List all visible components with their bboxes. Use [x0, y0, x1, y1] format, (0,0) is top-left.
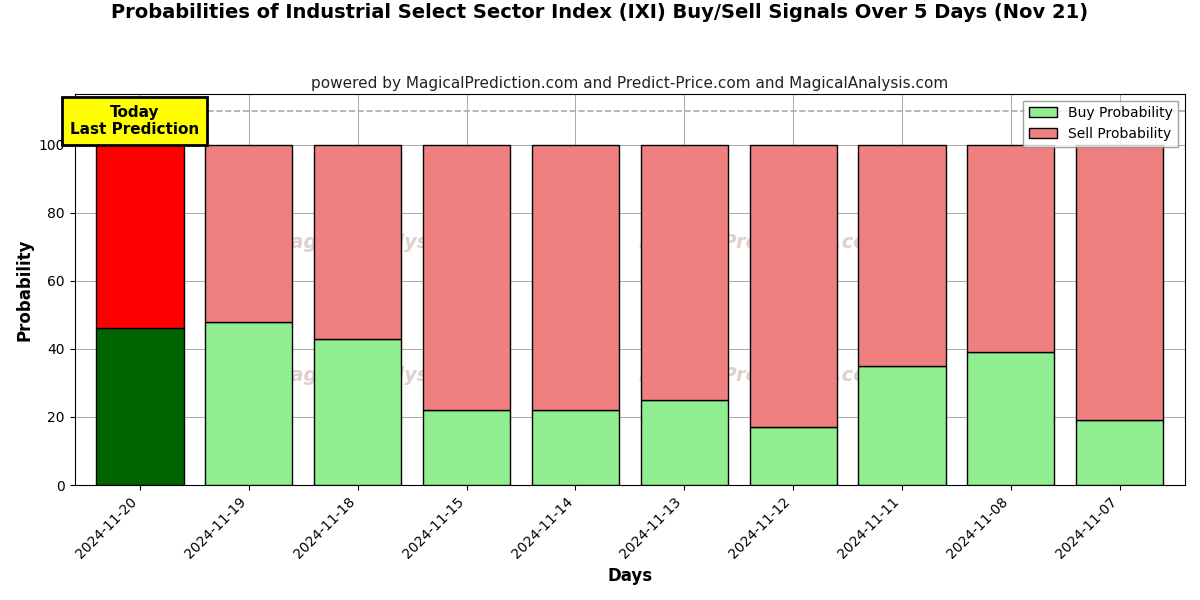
Bar — [641, 145, 727, 400]
Bar — [205, 322, 293, 485]
Text: MagicalAnalysis.com: MagicalAnalysis.com — [271, 233, 499, 252]
Bar — [858, 145, 946, 366]
Bar — [967, 145, 1055, 352]
Bar — [750, 427, 836, 485]
Bar — [532, 145, 619, 410]
Text: MagicalPrediction.com: MagicalPrediction.com — [638, 233, 888, 252]
Title: powered by MagicalPrediction.com and Predict-Price.com and MagicalAnalysis.com: powered by MagicalPrediction.com and Pre… — [311, 76, 948, 91]
Bar — [1076, 421, 1163, 485]
Legend: Buy Probability, Sell Probability: Buy Probability, Sell Probability — [1024, 101, 1178, 146]
X-axis label: Days: Days — [607, 567, 653, 585]
Bar — [750, 145, 836, 427]
Bar — [314, 145, 401, 338]
Bar — [314, 338, 401, 485]
Text: MagicalAnalysis.com: MagicalAnalysis.com — [271, 366, 499, 385]
Bar — [422, 410, 510, 485]
Bar — [641, 400, 727, 485]
Text: Today
Last Prediction: Today Last Prediction — [70, 104, 199, 137]
Y-axis label: Probability: Probability — [16, 238, 34, 341]
Bar — [967, 352, 1055, 485]
Bar — [96, 328, 184, 485]
Bar — [205, 145, 293, 322]
Text: Probabilities of Industrial Select Sector Index (IXI) Buy/Sell Signals Over 5 Da: Probabilities of Industrial Select Secto… — [112, 3, 1088, 22]
Text: MagicalPrediction.com: MagicalPrediction.com — [638, 366, 888, 385]
Bar — [858, 366, 946, 485]
Bar — [422, 145, 510, 410]
Bar — [1076, 145, 1163, 421]
Bar — [96, 145, 184, 328]
Bar — [532, 410, 619, 485]
